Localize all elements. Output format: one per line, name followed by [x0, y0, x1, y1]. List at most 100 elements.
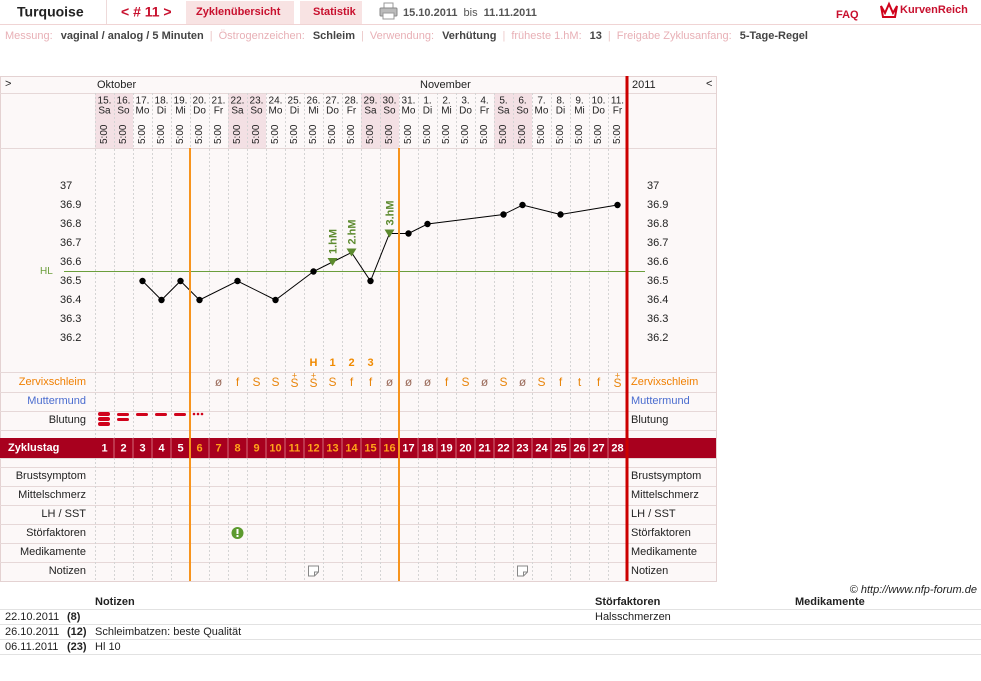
table-day: (12) [67, 626, 87, 638]
row-label: Mittelschmerz [18, 489, 86, 501]
nav-prev[interactable]: > [5, 78, 11, 90]
date-to: 11.11.2011 [484, 7, 537, 19]
cycle-day: 13 [326, 442, 338, 454]
zervix-symbol: f [236, 375, 240, 389]
cycle-day: 24 [535, 442, 548, 454]
peak-label: 2 [348, 357, 354, 369]
print-icon[interactable] [379, 2, 398, 20]
cycle-day: 20 [459, 442, 471, 454]
day-weekday: Di [157, 106, 166, 117]
brand[interactable]: KurvenReich [900, 4, 968, 16]
day-weekday: Mi [574, 106, 585, 117]
day-time: 5:00 [156, 124, 167, 144]
cycle-day: 15 [364, 442, 376, 454]
zervix-symbol: ø [481, 375, 489, 389]
day-weekday: Di [556, 106, 565, 117]
temperature-point [367, 277, 374, 285]
month-label: November [420, 79, 471, 91]
day-time: 5:00 [118, 124, 129, 144]
zervix-symbol: S [290, 376, 298, 390]
cycle-day: 7 [215, 442, 221, 454]
day-date: 23. [250, 96, 264, 107]
weekend-shade [494, 93, 513, 148]
temperature-point [500, 211, 507, 218]
tab[interactable]: Zyklenübersicht [196, 6, 281, 18]
y-tick-label: 36.9 [60, 199, 81, 211]
day-weekday: Mi [441, 106, 452, 117]
day-date: 1. [423, 96, 431, 107]
row-label: Blutung [49, 414, 86, 426]
info-label: Verwendung: [370, 30, 434, 42]
month-label: Oktober [97, 79, 136, 91]
cycle-day: 12 [307, 442, 319, 454]
day-time: 5:00 [403, 124, 414, 144]
row-label-right: Muttermund [631, 395, 690, 407]
day-weekday: Do [592, 106, 605, 117]
note-icon[interactable] [308, 565, 319, 577]
cycle-day: 27 [592, 442, 604, 454]
day-date: 28. [345, 96, 359, 107]
row-label-right: Störfaktoren [631, 527, 691, 539]
day-time: 5:00 [308, 124, 319, 144]
day-time: 5:00 [175, 124, 186, 144]
cycle-day: 26 [573, 442, 585, 454]
tab[interactable]: Statistik [313, 6, 357, 18]
day-date: 6. [518, 96, 526, 107]
nav-next[interactable]: < [706, 78, 712, 90]
row-label-right: Mittelschmerz [631, 489, 699, 501]
cycle-day: 21 [478, 442, 490, 454]
info-value: 5-Tage-Regel [740, 30, 808, 42]
info-separator: | [608, 30, 611, 42]
day-date: 4. [480, 96, 488, 107]
day-time: 5:00 [99, 124, 110, 144]
cycle-nav[interactable]: < # 11 > [121, 4, 172, 20]
site-title: Turquoise [17, 4, 84, 20]
y-tick-label: 36.4 [60, 294, 81, 306]
day-time: 5:00 [213, 124, 224, 144]
y-tick-label-right: 36.3 [647, 313, 668, 325]
y-tick-label: 37 [60, 180, 72, 192]
temperature-point [272, 296, 279, 304]
zervix-plus: + [311, 370, 316, 380]
peak-label: H [310, 357, 318, 369]
day-weekday: Do [459, 106, 472, 117]
temperature-point [310, 268, 317, 275]
hm-label: 3.hM [384, 200, 396, 225]
day-time: 5:00 [441, 124, 452, 144]
faq-link[interactable]: FAQ [836, 9, 859, 21]
day-date: 2. [442, 96, 450, 107]
tab-bg [300, 1, 362, 24]
day-date: 19. [174, 96, 188, 107]
row-label: Medikamente [20, 546, 86, 558]
cycle-day: 18 [421, 442, 433, 454]
temperature-point [405, 230, 412, 237]
day-weekday: Di [290, 106, 299, 117]
zervix-symbol: S [328, 375, 336, 389]
day-time: 5:00 [194, 124, 205, 144]
day-date: 21. [212, 96, 226, 107]
day-date: 15. [98, 96, 112, 107]
zervix-symbol: S [271, 375, 279, 389]
day-weekday: Sa [231, 106, 244, 117]
cycle-day: 11 [289, 442, 301, 454]
info-separator: | [210, 30, 213, 42]
day-weekday: Mo [136, 106, 150, 117]
date-sep: bis [464, 7, 479, 19]
day-time: 5:00 [536, 124, 547, 144]
day-weekday: Di [423, 106, 432, 117]
day-time: 5:00 [460, 124, 471, 144]
info-label: Messung: [5, 30, 53, 42]
zervix-symbol: f [350, 375, 354, 389]
table-day: (23) [67, 641, 87, 653]
zervix-plus: + [615, 370, 620, 380]
cycle-day: 2 [120, 442, 126, 454]
day-date: 24. [269, 96, 283, 107]
day-time: 5:00 [593, 124, 604, 144]
y-tick-label: 36.7 [60, 237, 81, 249]
cycle-day: 3 [139, 442, 145, 454]
note-icon[interactable] [517, 565, 528, 577]
peak-label: 3 [367, 357, 373, 369]
zervix-symbol: ø [424, 375, 432, 389]
table-date: 22.10.2011 [5, 611, 59, 623]
day-time: 5:00 [498, 124, 509, 144]
